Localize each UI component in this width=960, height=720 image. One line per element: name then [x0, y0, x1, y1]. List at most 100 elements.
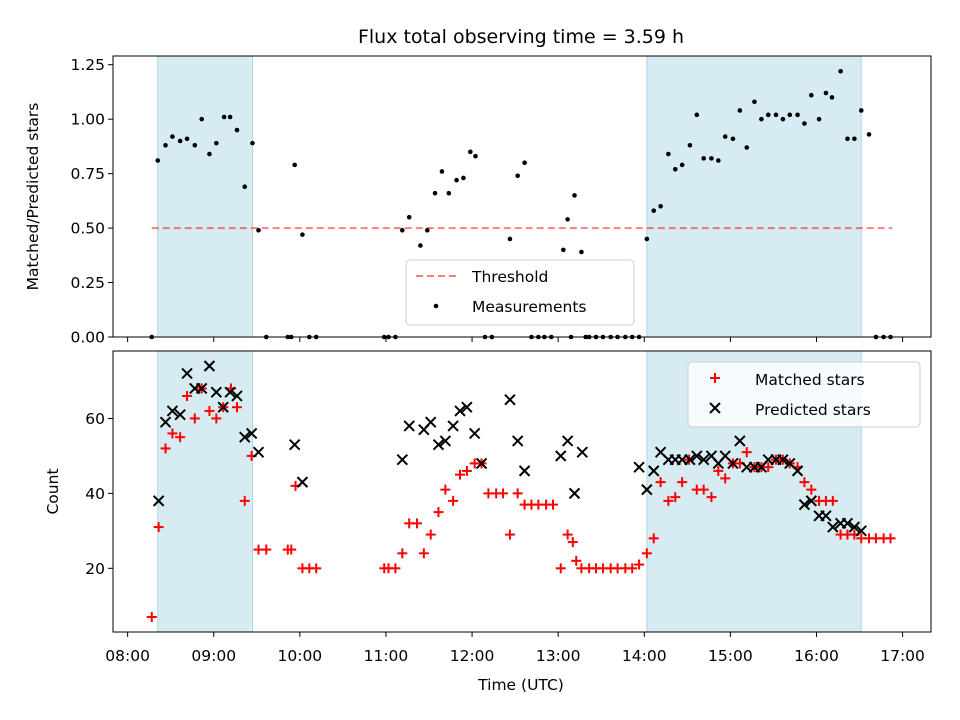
measurement-point [858, 108, 864, 113]
count-plot-frame [112, 350, 932, 633]
count-legend-box [687, 361, 921, 428]
measurement-point [737, 108, 743, 113]
measurement-point [192, 143, 198, 148]
measurement-point [572, 193, 577, 198]
measurement-point [454, 177, 459, 183]
matched-point [827, 495, 838, 506]
matched-point [411, 518, 422, 529]
measurement-point [242, 184, 248, 189]
measurement-point [679, 162, 685, 168]
measurement-point [666, 151, 671, 157]
predicted-point [475, 457, 488, 470]
measurement-point [658, 204, 663, 209]
measurement-point [163, 143, 168, 148]
measurement-point [672, 166, 678, 172]
predicted-point [159, 416, 172, 428]
predicted-point [224, 386, 236, 398]
ratio-legend-box [405, 259, 635, 326]
predicted-point [403, 420, 415, 432]
matched-point [146, 612, 157, 623]
measurement-point [787, 112, 793, 118]
predicted-point [841, 517, 854, 530]
predicted-point [684, 453, 696, 466]
ratio-plot-frame [112, 55, 932, 338]
measurement-point [170, 134, 175, 139]
matched-point [627, 563, 638, 574]
matched-point [160, 443, 171, 454]
y-tick-label: 40 [85, 485, 105, 503]
shaded-interval [157, 350, 253, 633]
measurement-point [199, 116, 204, 122]
matched-point [663, 495, 674, 506]
predicted-point [734, 435, 746, 447]
measurement-point [651, 208, 657, 213]
predicted-point [174, 408, 186, 421]
matched-point [763, 462, 774, 473]
x-tick-label: 15:00 [708, 647, 753, 665]
predicted-point [468, 427, 481, 440]
ratio-legend: Threshold Measurements [405, 259, 635, 326]
count-x-ticks: 08:00 09:00 10:00 11:00 12:00 13:00 14:00 15:00… [105, 632, 925, 665]
measurement-point [687, 143, 693, 148]
matched-point [571, 555, 582, 566]
measurement-point [838, 68, 843, 74]
predicted-point [454, 405, 466, 417]
matched-point [648, 533, 659, 544]
matched-point [390, 563, 401, 574]
y-tick-label: 0.00 [70, 329, 105, 347]
ratio-y-ticks: 0.00 0.25 0.50 0.75 1.00 1.25 [70, 56, 113, 347]
y-tick-label: 60 [85, 410, 105, 428]
matched-point [418, 548, 429, 559]
y-tick-label: 20 [85, 560, 105, 578]
measurement-point [780, 116, 786, 122]
measurement-point [752, 99, 757, 105]
measurement-point [829, 95, 835, 100]
x-tick-label: 10:00 [278, 647, 323, 665]
matched-point [189, 413, 200, 424]
predicted-point [805, 495, 818, 507]
matched-point [634, 559, 645, 570]
y-tick-label: 0.75 [70, 165, 105, 183]
measurement-point [250, 140, 255, 146]
matched-point [555, 563, 566, 574]
predicted-legend-label: Predicted stars [755, 401, 871, 419]
predicted-point [633, 461, 645, 473]
y-tick-label: 0.25 [70, 274, 105, 292]
measurement-point [795, 112, 800, 118]
measurement-point [221, 114, 227, 120]
predicted-point [798, 498, 811, 511]
predicted-point [461, 401, 473, 413]
measurement-point [852, 136, 857, 142]
matched-point [204, 405, 215, 416]
x-tick-label: 17:00 [880, 647, 925, 665]
predicted-point [425, 416, 437, 428]
matched-point [461, 465, 472, 476]
predicted-point [296, 476, 309, 488]
measurement-point [816, 116, 822, 122]
measurement-point [292, 162, 297, 168]
predicted-point [217, 401, 229, 413]
y-tick-label: 1.00 [70, 111, 105, 129]
measurement-point [432, 190, 438, 196]
predicted-point [827, 521, 839, 533]
x-tick-label: 13:00 [536, 647, 581, 665]
predicted-point [691, 450, 703, 462]
predicted-point [210, 386, 223, 398]
predicted-point [245, 427, 258, 440]
measurement-point [716, 158, 721, 163]
predicted-point [568, 487, 581, 500]
measurement-point [400, 227, 405, 233]
matched-point [182, 390, 193, 401]
measurement-point [694, 112, 700, 118]
matched-point [512, 488, 523, 499]
y-tick-label: 0.50 [70, 220, 105, 238]
measurement-point [446, 190, 452, 196]
matched-point [167, 428, 178, 439]
measurement-point [406, 214, 412, 220]
measurement-point [177, 138, 183, 144]
matched-point [440, 484, 451, 495]
measurements-legend-marker [433, 303, 439, 309]
measurement-point [802, 121, 807, 126]
predicted-point [848, 521, 861, 533]
